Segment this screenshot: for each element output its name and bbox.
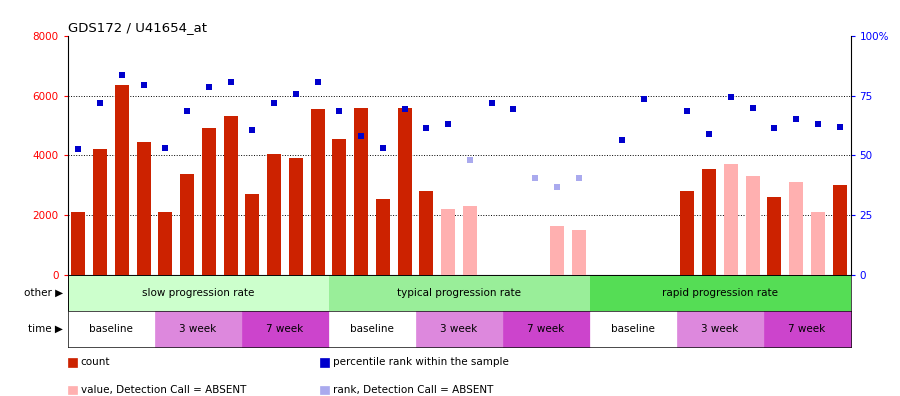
Bar [202, 128, 216, 275]
Bar [180, 174, 194, 275]
Bar [241, 311, 328, 346]
Text: rapid progression rate: rapid progression rate [662, 288, 778, 298]
Text: count: count [81, 357, 111, 367]
Bar [223, 116, 238, 275]
Bar [419, 191, 434, 275]
Bar [246, 194, 259, 275]
Bar [328, 311, 416, 346]
Text: typical progression rate: typical progression rate [397, 288, 521, 298]
Bar [550, 226, 564, 275]
Bar [789, 183, 803, 275]
Bar [267, 154, 281, 275]
Bar [289, 158, 303, 275]
Bar [328, 275, 590, 311]
Bar [768, 197, 781, 275]
Bar [702, 169, 716, 275]
Bar [354, 107, 368, 275]
Text: rank, Detection Call = ABSENT: rank, Detection Call = ABSENT [333, 385, 493, 395]
Bar [115, 85, 129, 275]
Bar [677, 311, 763, 346]
Text: percentile rank within the sample: percentile rank within the sample [333, 357, 508, 367]
Bar [832, 185, 847, 275]
Text: slow progression rate: slow progression rate [142, 288, 254, 298]
Text: 7 week: 7 week [788, 324, 825, 334]
Bar [68, 275, 328, 311]
Text: 3 week: 3 week [179, 324, 217, 334]
Bar [71, 212, 86, 275]
Text: 3 week: 3 week [440, 324, 478, 334]
Text: time ▶: time ▶ [28, 324, 63, 334]
Text: other ▶: other ▶ [24, 288, 63, 298]
Bar [155, 311, 241, 346]
Bar [441, 209, 455, 275]
Text: baseline: baseline [611, 324, 655, 334]
Bar [763, 311, 850, 346]
Bar [398, 107, 411, 275]
Bar [310, 109, 325, 275]
Bar [572, 230, 586, 275]
Text: 3 week: 3 week [701, 324, 739, 334]
Text: GDS172 / U41654_at: GDS172 / U41654_at [68, 21, 206, 34]
Bar [376, 199, 390, 275]
Bar [590, 275, 850, 311]
Text: 7 week: 7 week [266, 324, 303, 334]
Bar [137, 142, 150, 275]
Bar [463, 206, 477, 275]
Bar [332, 139, 347, 275]
Bar [502, 311, 590, 346]
Bar [680, 191, 695, 275]
Text: baseline: baseline [89, 324, 133, 334]
Bar [590, 311, 677, 346]
Bar [158, 212, 173, 275]
Bar [745, 176, 760, 275]
Bar [93, 149, 107, 275]
Text: value, Detection Call = ABSENT: value, Detection Call = ABSENT [81, 385, 247, 395]
Bar [416, 311, 502, 346]
Bar [724, 164, 738, 275]
Bar [68, 311, 155, 346]
Bar [811, 212, 825, 275]
Text: 7 week: 7 week [527, 324, 564, 334]
Text: baseline: baseline [350, 324, 394, 334]
